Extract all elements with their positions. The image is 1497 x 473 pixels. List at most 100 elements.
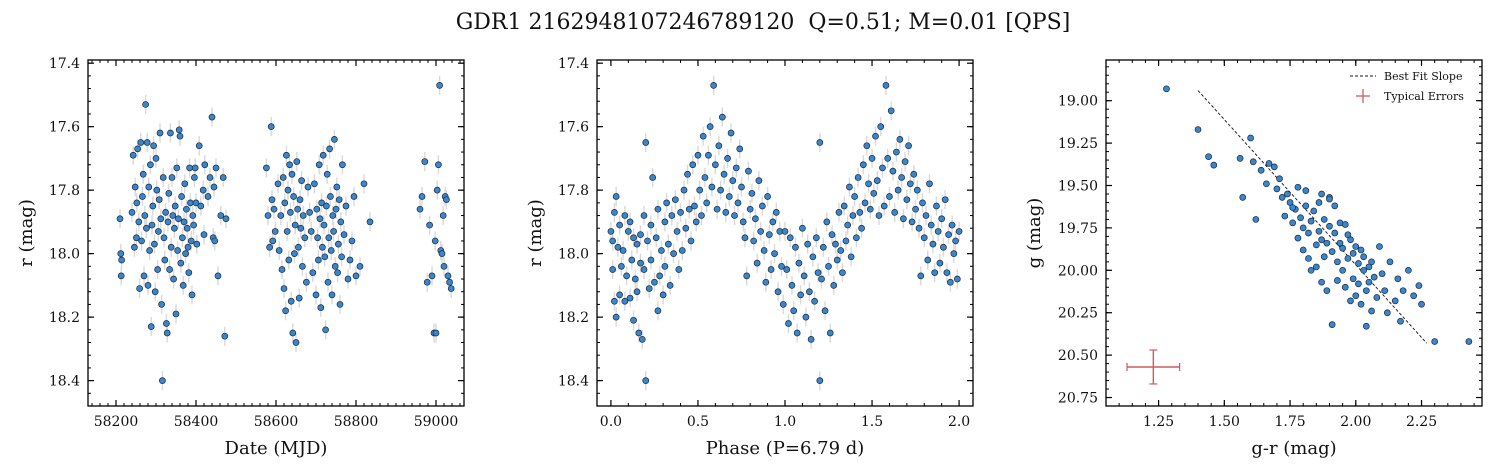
data-point bbox=[762, 278, 770, 286]
data-point bbox=[953, 275, 961, 283]
data-point bbox=[1376, 243, 1383, 250]
data-point bbox=[842, 237, 850, 245]
data-point bbox=[1312, 263, 1320, 271]
data-point bbox=[1336, 239, 1344, 247]
data-point bbox=[306, 209, 313, 216]
data-point bbox=[868, 155, 876, 162]
data-point bbox=[439, 212, 447, 219]
data-point bbox=[133, 199, 141, 207]
data-point bbox=[360, 180, 368, 188]
data-point bbox=[443, 196, 450, 204]
data-point bbox=[1360, 266, 1368, 274]
data-point bbox=[675, 266, 683, 273]
data-point bbox=[1265, 160, 1273, 167]
data-point bbox=[840, 202, 848, 210]
data-point bbox=[950, 250, 958, 257]
data-point bbox=[736, 145, 744, 153]
data-point bbox=[811, 297, 818, 305]
data-point bbox=[934, 228, 942, 235]
data-point bbox=[781, 228, 789, 235]
data-point bbox=[816, 377, 824, 384]
data-point bbox=[447, 285, 455, 292]
data-point bbox=[183, 205, 190, 213]
data-point bbox=[1381, 287, 1389, 295]
data-point bbox=[853, 234, 860, 242]
x-tick-label: 0.5 bbox=[687, 414, 709, 430]
data-point bbox=[685, 205, 693, 213]
data-point bbox=[146, 247, 153, 254]
data-point bbox=[1289, 204, 1297, 211]
data-point bbox=[717, 186, 724, 194]
x-tick-label: 2.25 bbox=[1406, 414, 1437, 430]
x-tick-label: 1.25 bbox=[1143, 414, 1174, 430]
figure-title: GDR1 2162948107246789120 Q=0.51; M=0.01 … bbox=[455, 10, 1071, 35]
data-point bbox=[1278, 194, 1286, 201]
data-point bbox=[279, 174, 287, 181]
data-point bbox=[905, 142, 912, 150]
data-point bbox=[191, 174, 198, 181]
data-point bbox=[638, 335, 646, 343]
data-point bbox=[309, 269, 317, 277]
data-point bbox=[1310, 207, 1318, 215]
data-point bbox=[151, 288, 159, 296]
data-point bbox=[644, 237, 651, 245]
data-point bbox=[891, 209, 899, 216]
data-layer bbox=[1126, 85, 1473, 385]
data-point bbox=[727, 129, 735, 137]
data-point bbox=[204, 193, 212, 200]
data-point bbox=[750, 237, 758, 245]
data-point bbox=[131, 183, 139, 191]
data-point bbox=[792, 243, 799, 251]
data-point bbox=[283, 228, 291, 235]
data-point bbox=[926, 180, 933, 188]
data-point bbox=[292, 339, 300, 346]
data-point bbox=[739, 218, 747, 226]
data-point bbox=[322, 326, 329, 334]
data-point bbox=[769, 218, 777, 226]
data-point bbox=[710, 82, 717, 89]
data-point bbox=[183, 224, 191, 232]
y-tick-label: 18.2 bbox=[49, 310, 80, 326]
x-tick-label: 58200 bbox=[94, 414, 139, 430]
data-point bbox=[1236, 155, 1244, 162]
data-point bbox=[164, 218, 172, 226]
data-point bbox=[678, 247, 686, 254]
x-tick-label: 2.00 bbox=[1340, 414, 1371, 430]
data-point bbox=[865, 180, 872, 188]
data-point bbox=[155, 228, 162, 235]
data-point bbox=[1270, 163, 1278, 171]
data-point bbox=[327, 247, 335, 254]
x-tick-label: 58800 bbox=[334, 414, 379, 430]
data-point bbox=[851, 193, 858, 200]
data-point bbox=[281, 199, 289, 207]
data-point bbox=[319, 151, 327, 159]
data-point bbox=[837, 247, 845, 254]
data-point bbox=[748, 189, 756, 197]
data-point bbox=[186, 164, 193, 172]
x-tick-label: 59000 bbox=[414, 414, 459, 430]
data-point bbox=[715, 142, 723, 150]
data-point bbox=[175, 126, 183, 134]
data-point bbox=[214, 272, 222, 280]
data-point bbox=[1347, 297, 1354, 305]
data-point bbox=[919, 199, 926, 207]
data-point bbox=[786, 234, 794, 242]
data-point bbox=[819, 243, 827, 251]
y-axis-label: r (mag) bbox=[525, 199, 546, 267]
data-point bbox=[128, 209, 136, 216]
data-point bbox=[336, 301, 344, 308]
data-point bbox=[271, 228, 279, 235]
data-point bbox=[296, 196, 304, 204]
data-point bbox=[765, 231, 773, 238]
data-point bbox=[323, 170, 331, 178]
data-point bbox=[922, 212, 930, 219]
data-point bbox=[1315, 227, 1323, 235]
data-point bbox=[659, 291, 667, 299]
data-point bbox=[335, 240, 342, 248]
data-point bbox=[630, 316, 637, 324]
y-axis-label: r (mag) bbox=[16, 199, 37, 267]
data-point bbox=[168, 174, 176, 181]
data-point bbox=[133, 234, 140, 242]
data-point bbox=[619, 247, 627, 254]
data-point bbox=[444, 272, 452, 280]
